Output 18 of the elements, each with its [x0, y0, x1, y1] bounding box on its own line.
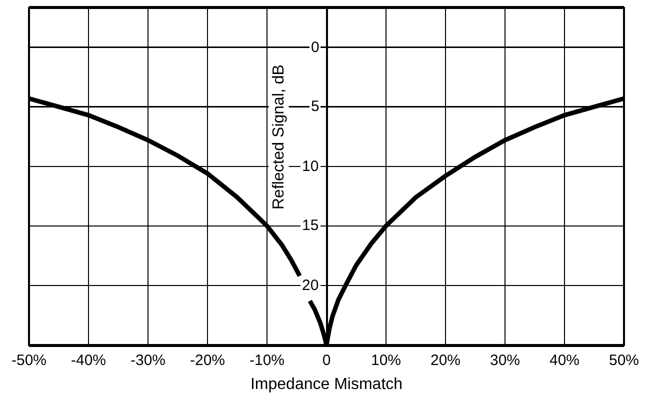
x-tick-label: 10%	[370, 352, 402, 369]
y-tick-label: 0	[311, 39, 320, 56]
x-tick-label: 40%	[549, 352, 580, 369]
x-tick-label: 50%	[608, 352, 640, 369]
x-tick-label: 0	[322, 352, 331, 369]
x-tick-label: 30%	[490, 352, 520, 369]
x-axis-title: Impedance Mismatch	[250, 376, 403, 394]
y-axis-title: Reflected Signal, dB	[270, 64, 288, 210]
y-tick-label: 15	[302, 217, 319, 234]
x-tick-label: -40%	[70, 352, 106, 369]
x-tick-label: -10%	[249, 352, 285, 369]
y-tick-label: 5	[311, 98, 320, 115]
x-tick-label: -50%	[11, 352, 47, 369]
y-tick-label: 10	[302, 158, 319, 175]
y-tick-label: 20	[302, 277, 319, 294]
x-tick-label: -20%	[190, 352, 226, 369]
x-tick-label: 20%	[430, 352, 461, 369]
x-tick-label: -30%	[130, 352, 166, 369]
